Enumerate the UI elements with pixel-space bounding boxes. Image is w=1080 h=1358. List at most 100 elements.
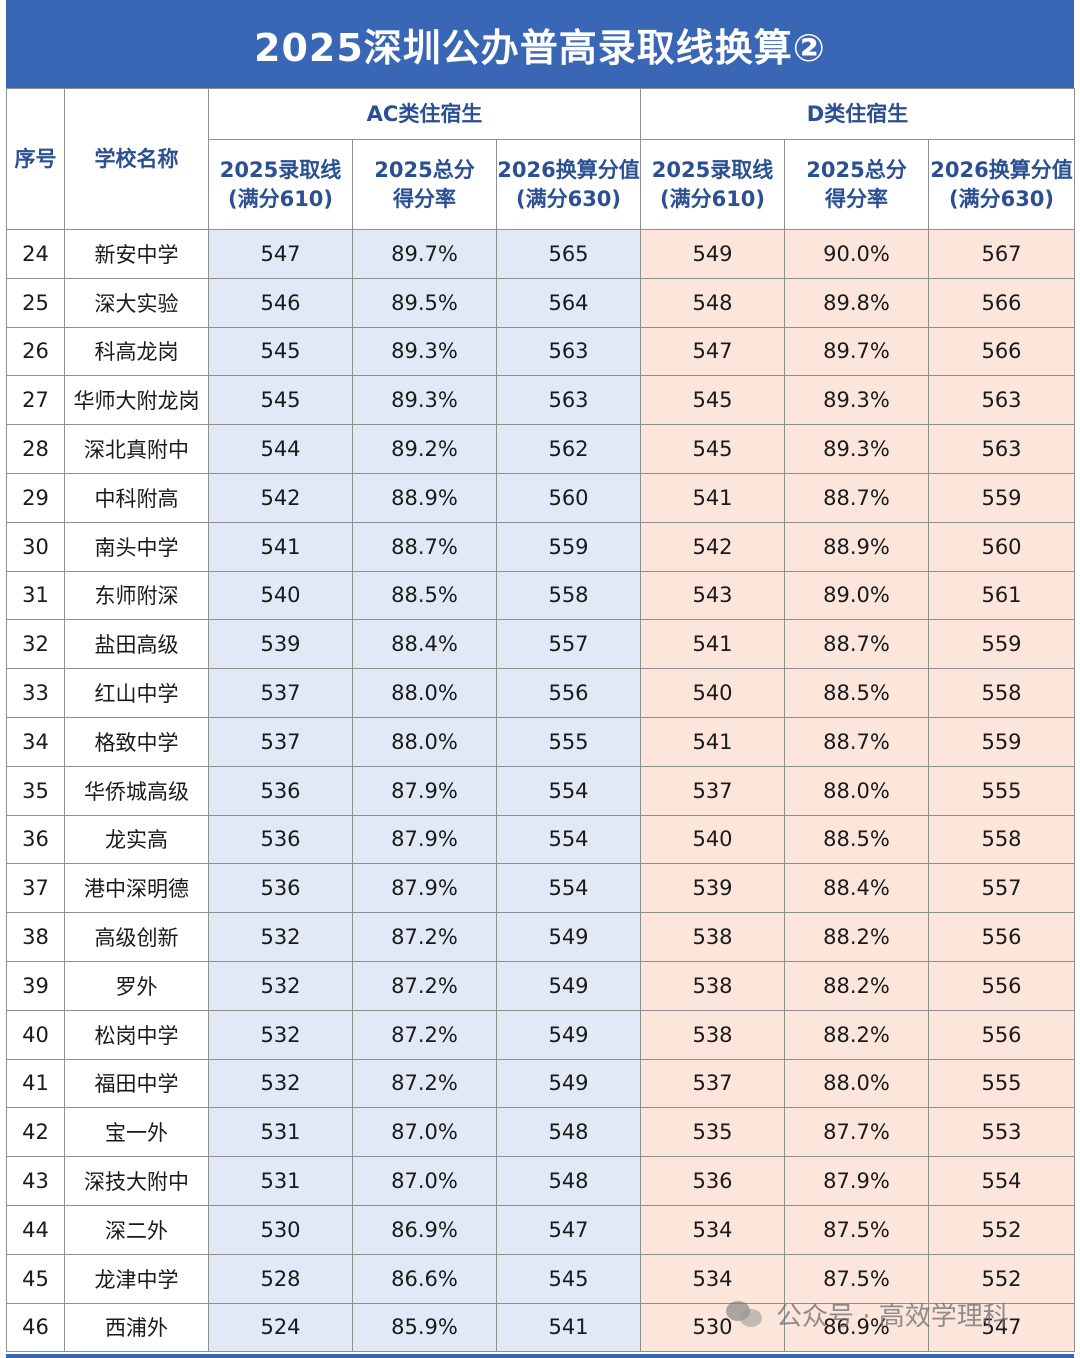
d-rate-cell: 87.5% [784, 1204, 929, 1255]
school-cell: 龙津中学 [64, 1253, 209, 1304]
table-row: 44 深二外 530 86.9% 547 534 87.5% 552 [6, 1204, 1076, 1255]
seq-cell: 25 [6, 277, 65, 328]
seq-cell: 46 [6, 1302, 65, 1353]
ac-score-cell: 555 [496, 716, 641, 767]
school-cell: 高级创新 [64, 912, 209, 962]
d-line-cell: 541 [640, 716, 785, 767]
d-line-cell: 538 [640, 912, 785, 962]
ac-rate-cell: 87.0% [352, 1156, 497, 1206]
ac-line-cell: 524 [208, 1302, 353, 1353]
d-line-cell: 535 [640, 1107, 785, 1158]
ac-rate-cell: 86.9% [352, 1204, 497, 1255]
d-score-cell: 555 [927, 1058, 1076, 1109]
ac-score-cell: 557 [496, 619, 641, 670]
header-group-ac: AC类住宿生 [208, 88, 641, 140]
ac-score-cell: 565 [496, 229, 641, 279]
seq-cell: 39 [6, 960, 65, 1011]
seq-cell: 31 [6, 570, 65, 621]
ac-line-cell: 542 [208, 472, 353, 523]
ac-rate-cell: 88.0% [352, 716, 497, 767]
ac-line-cell: 537 [208, 716, 353, 767]
seq-cell: 40 [6, 1009, 65, 1060]
d-rate-cell: 88.9% [784, 521, 929, 572]
ac-score-cell: 548 [496, 1107, 641, 1158]
ac-rate-cell: 89.3% [352, 375, 497, 426]
d-rate-cell: 87.5% [784, 1253, 929, 1304]
table-row: 40 松岗中学 532 87.2% 549 538 88.2% 556 [6, 1009, 1076, 1060]
ac-score-cell: 559 [496, 521, 641, 572]
header-col-0: 2025录取线 (满分610) [208, 139, 353, 230]
header-col-line: 2026换算分值 [497, 157, 640, 182]
seq-cell: 35 [6, 765, 65, 816]
ac-rate-cell: 87.9% [352, 863, 497, 914]
ac-rate-cell: 87.2% [352, 960, 497, 1011]
ac-rate-cell: 87.0% [352, 1107, 497, 1158]
d-line-cell: 545 [640, 424, 785, 474]
school-cell: 西浦外 [64, 1302, 209, 1353]
header-col-2: 2026换算分值 (满分630) [496, 139, 641, 230]
header-col-line: 2025录取线 [651, 157, 774, 182]
table-row: 26 科高龙岗 545 89.3% 563 547 89.7% 566 [6, 326, 1076, 377]
school-cell: 新安中学 [64, 229, 209, 279]
table-row: 35 华侨城高级 536 87.9% 554 537 88.0% 555 [6, 765, 1076, 816]
d-score-cell: 566 [927, 277, 1076, 328]
seq-cell: 45 [6, 1253, 65, 1304]
ac-score-cell: 554 [496, 863, 641, 914]
d-rate-cell: 89.3% [784, 375, 929, 426]
d-score-cell: 563 [927, 375, 1076, 426]
d-score-cell: 556 [927, 912, 1076, 962]
d-line-cell: 539 [640, 863, 785, 914]
table-row: 31 东师附深 540 88.5% 558 543 89.0% 561 [6, 570, 1076, 621]
d-line-cell: 537 [640, 1058, 785, 1109]
d-rate-cell: 89.3% [784, 424, 929, 474]
d-rate-cell: 88.7% [784, 716, 929, 767]
ac-score-cell: 549 [496, 912, 641, 962]
d-score-cell: 555 [927, 765, 1076, 816]
d-line-cell: 530 [640, 1302, 785, 1353]
ac-line-cell: 539 [208, 619, 353, 670]
d-line-cell: 540 [640, 814, 785, 865]
school-cell: 深二外 [64, 1204, 209, 1255]
seq-cell: 32 [6, 619, 65, 670]
ac-line-cell: 532 [208, 1009, 353, 1060]
d-rate-cell: 88.2% [784, 960, 929, 1011]
school-cell: 华师大附龙岗 [64, 375, 209, 426]
school-cell: 南头中学 [64, 521, 209, 572]
d-score-cell: 556 [927, 1009, 1076, 1060]
table-row: 27 华师大附龙岗 545 89.3% 563 545 89.3% 563 [6, 375, 1076, 426]
d-score-cell: 559 [927, 619, 1076, 670]
d-line-cell: 545 [640, 375, 785, 426]
ac-rate-cell: 87.9% [352, 814, 497, 865]
table-row: 34 格致中学 537 88.0% 555 541 88.7% 559 [6, 716, 1076, 767]
table-row: 45 龙津中学 528 86.6% 545 534 87.5% 552 [6, 1253, 1076, 1304]
school-cell: 福田中学 [64, 1058, 209, 1109]
ac-line-cell: 536 [208, 814, 353, 865]
header-col-1: 2025总分 得分率 [352, 139, 497, 230]
ac-line-cell: 532 [208, 960, 353, 1011]
ac-line-cell: 531 [208, 1107, 353, 1158]
header-col-line: 2025总分 [806, 157, 907, 182]
header-col-line: 2026换算分值 [930, 157, 1073, 182]
d-rate-cell: 90.0% [784, 229, 929, 279]
ac-rate-cell: 87.9% [352, 765, 497, 816]
ac-score-cell: 541 [496, 1302, 641, 1353]
d-score-cell: 547 [927, 1302, 1076, 1353]
ac-rate-cell: 88.5% [352, 570, 497, 621]
ac-rate-cell: 87.2% [352, 1058, 497, 1109]
d-rate-cell: 89.7% [784, 326, 929, 377]
ac-line-cell: 528 [208, 1253, 353, 1304]
d-line-cell: 549 [640, 229, 785, 279]
d-rate-cell: 88.5% [784, 668, 929, 718]
table-row: 30 南头中学 541 88.7% 559 542 88.9% 560 [6, 521, 1076, 572]
d-score-cell: 566 [927, 326, 1076, 377]
header-seq: 序号 [6, 88, 65, 230]
header-col-line: (满分630) [948, 186, 1055, 211]
ac-rate-cell: 89.5% [352, 277, 497, 328]
ac-rate-cell: 86.6% [352, 1253, 497, 1304]
seq-cell: 37 [6, 863, 65, 914]
d-score-cell: 552 [927, 1204, 1076, 1255]
ac-line-cell: 536 [208, 765, 353, 816]
school-cell: 深技大附中 [64, 1156, 209, 1206]
seq-cell: 41 [6, 1058, 65, 1109]
ac-rate-cell: 88.0% [352, 668, 497, 718]
